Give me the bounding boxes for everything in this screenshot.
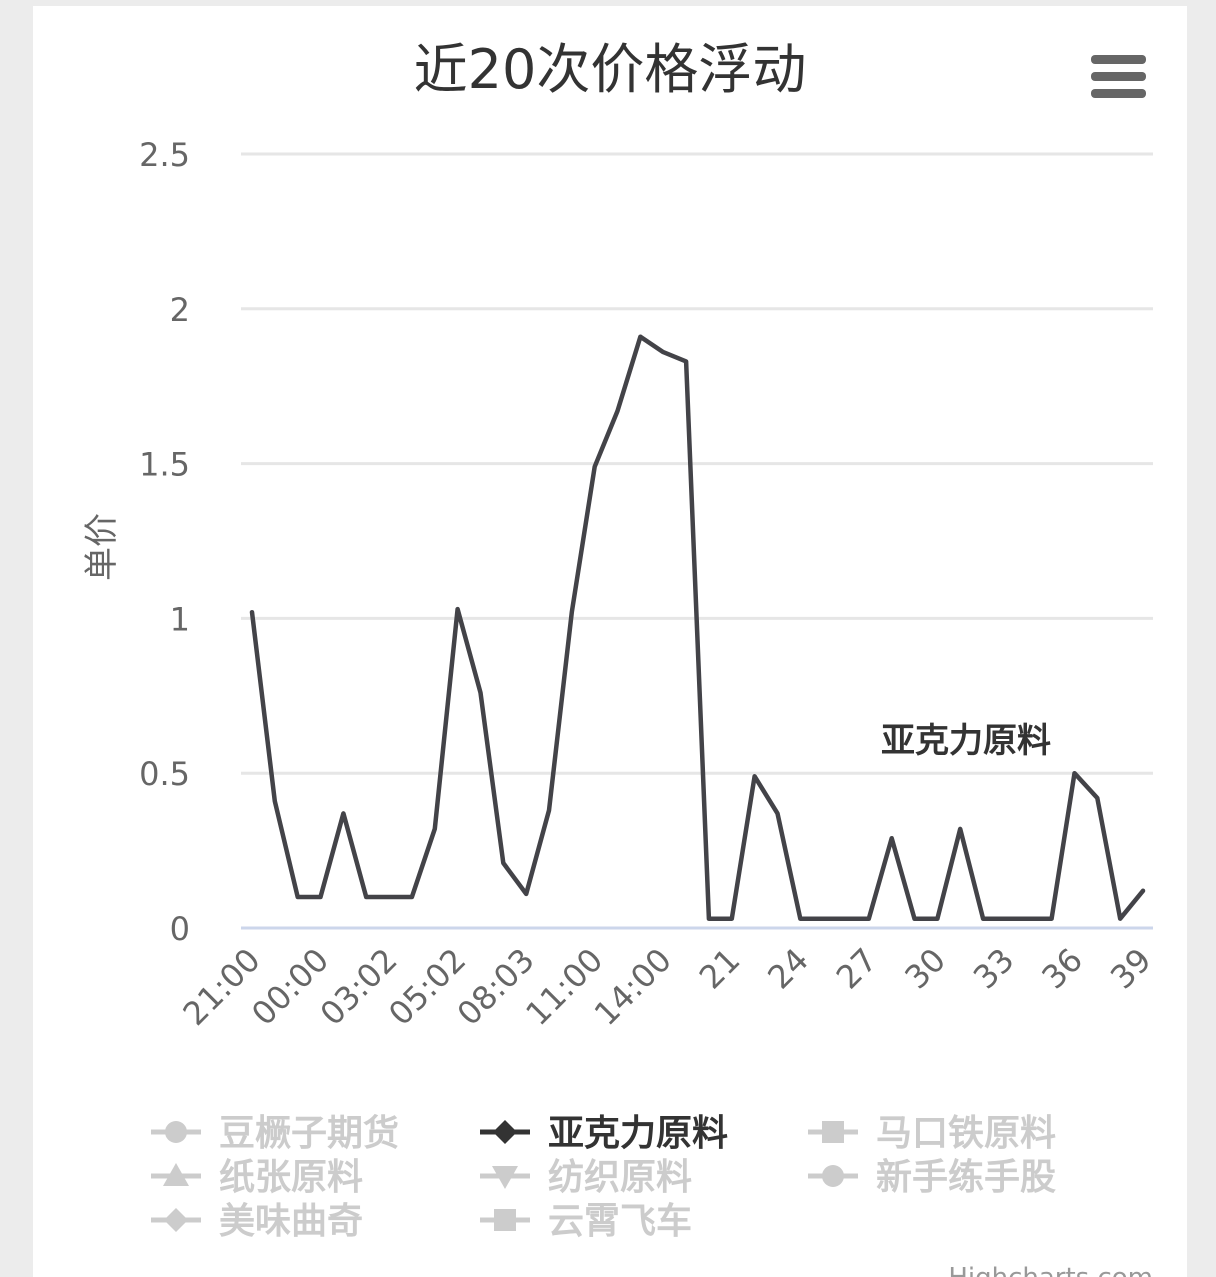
legend-item[interactable]: 亚克力原料 [480,1113,728,1154]
legend-symbol-square-icon [822,1121,844,1143]
x-tick-label: 00:00 [244,941,336,1033]
y-tick-label: 1.5 [139,446,190,484]
credits-link[interactable]: Highcharts.com [948,1263,1153,1277]
legend-symbol-diamond-icon [164,1208,188,1232]
legend-symbol-triangle-icon [163,1163,189,1186]
series-data-label: 亚克力原料 [881,721,1051,761]
legend-label: 豆橛子期货 [219,1113,399,1154]
x-tick-label: 03:02 [313,941,405,1033]
legend-item[interactable]: 纸张原料 [151,1157,363,1198]
legend-label: 美味曲奇 [219,1201,363,1242]
legend-label: 纸张原料 [219,1157,363,1198]
price-chart: 近20次价格浮动 0 0.5 1 1.5 2 2.5 单价 21:0000:0003:02… [82,38,1159,1277]
legend-item[interactable]: 豆橛子期货 [151,1113,399,1154]
x-tick-label: 36 [1034,941,1090,997]
legend-symbol-circle-icon [165,1121,187,1143]
chart-title: 近20次价格浮动 [414,38,807,101]
x-tick-label: 33 [966,941,1022,997]
x-tick-label: 39 [1103,941,1159,997]
x-tick-label: 24 [760,941,816,997]
hamburger-menu-icon [1091,55,1146,98]
y-tick-label: 1 [170,600,190,638]
y-tick-label: 2 [170,291,190,329]
legend-item[interactable]: 新手练手股 [808,1157,1056,1198]
menu-button[interactable] [1085,50,1155,110]
series-group [249,334,1146,921]
series-line-acrylic[interactable] [249,334,1146,921]
legend-symbol-diamond-icon [493,1120,517,1144]
legend-item[interactable]: 马口铁原料 [808,1113,1056,1154]
legend-item[interactable]: 美味曲奇 [151,1201,363,1242]
x-tick-label: 21 [692,941,748,997]
y-axis-title: 单价 [82,513,122,581]
x-tick-label: 14:00 [587,941,679,1033]
x-tick-label: 05:02 [381,941,473,1033]
legend-item[interactable]: 纺织原料 [480,1157,692,1198]
legend-symbol-square-icon [494,1209,516,1231]
legend-label: 新手练手股 [876,1157,1056,1198]
legend-item[interactable]: 云霄飞车 [480,1201,692,1242]
chart-card: 近20次价格浮动 0 0.5 1 1.5 2 2.5 单价 21:00 00:00 03:02… [33,6,1187,1277]
legend-label: 亚克力原料 [548,1113,728,1154]
y-axis-ticks: 0 0.5 1 1.5 2 2.5 [139,136,190,948]
x-tick-label: 27 [829,941,885,997]
legend-label: 云霄飞车 [548,1201,692,1242]
y-tick-label: 0 [170,910,190,948]
legend-symbol-triangle-down-icon [492,1166,518,1189]
y-tick-label: 2.5 [139,136,190,174]
y-tick-label: 0.5 [139,755,190,793]
x-tick-label: 30 [897,941,953,997]
x-tick-label: 21:00 [176,941,268,1033]
grid-lines [241,152,1153,930]
legend-label: 纺织原料 [548,1157,692,1198]
x-tick-label: 11:00 [518,941,610,1033]
legend-symbol-circle-icon [822,1165,844,1187]
x-tick-label: 08:03 [450,941,542,1033]
legend-label: 马口铁原料 [876,1113,1056,1154]
